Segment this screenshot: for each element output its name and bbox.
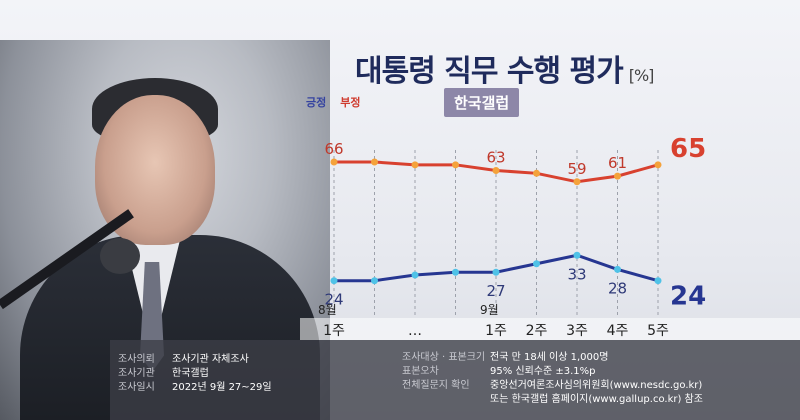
tick-label: 1주 [485,323,507,339]
data-label: 33 [567,265,586,283]
legend: 긍정 부정 [302,93,365,111]
survey-detail-row-value: 95% 신뢰수준 ±3.1%p [490,366,596,377]
data-label: 61 [608,154,627,172]
survey-detail-row-value: 중앙선거여론조사심의위원회(www.nesdc.go.kr) [490,380,703,391]
data-label: 59 [567,160,586,178]
survey-detail-row-value: 또는 한국갤럽 홈페이지(www.gallup.co.kr) 참조 [490,394,703,405]
data-label: 24 [670,282,706,312]
tick-label: 4주 [607,323,629,339]
data-point [654,161,662,169]
data-label: 63 [486,148,505,166]
microphone-icon [100,238,140,274]
survey-info-row-label: 조사기관 [118,368,155,379]
data-point [533,260,540,268]
data-label: 28 [608,279,627,297]
legend-positive: 긍정 [306,96,327,109]
data-point [654,277,662,285]
legend-negative: 부정 [340,96,361,109]
data-point [330,277,338,285]
data-point [411,161,419,169]
month-label: 9월 [480,303,499,317]
month-label: 8월 [318,303,337,317]
tick-label: 3주 [566,323,588,339]
data-point [452,268,459,276]
data-label: 66 [324,140,343,158]
data-label: 24 [324,291,343,309]
survey-detail-row-value: 전국 만 18세 이상 1,000명 [490,352,609,363]
survey-info-row-value: 한국갤럽 [172,368,209,379]
data-point [533,169,540,177]
data-point [492,268,500,276]
chart-title: 대통령 직무 수행 평가 [%] [355,46,655,90]
data-point [492,166,500,174]
chart-unit: [%] [628,66,655,85]
survey-info-row-label: 조사일시 [118,382,155,393]
data-label: 65 [670,134,706,164]
data-point [573,251,581,259]
data-label: 27 [486,282,505,300]
data-point [330,158,338,166]
data-point [411,271,419,279]
data-point [573,178,581,186]
tick-label: … [408,323,422,339]
tick-label: 1주 [323,323,345,339]
survey-detail-row-label: 표본오차 [402,366,439,377]
chart-title-text: 대통령 직무 수행 평가 [355,54,624,89]
data-point [371,277,378,285]
survey-info-row-value: 조사기관 자체조사 [172,354,249,365]
tick-label: 5주 [647,323,669,339]
tick-label: 2주 [526,323,548,339]
x-axis-strip [300,318,800,340]
data-point [371,158,378,166]
survey-info-row-value: 2022년 9월 27~29일 [172,382,272,393]
survey-detail-row-label: 조사대상 · 표본크기 [402,352,486,363]
survey-detail-row-label: 전체질문지 확인 [402,380,470,391]
data-point [614,172,621,180]
source-badge: 한국갤럽 [444,88,520,117]
data-point [614,265,621,273]
survey-info-row-label: 조사의뢰 [118,354,155,365]
data-point [452,161,459,169]
